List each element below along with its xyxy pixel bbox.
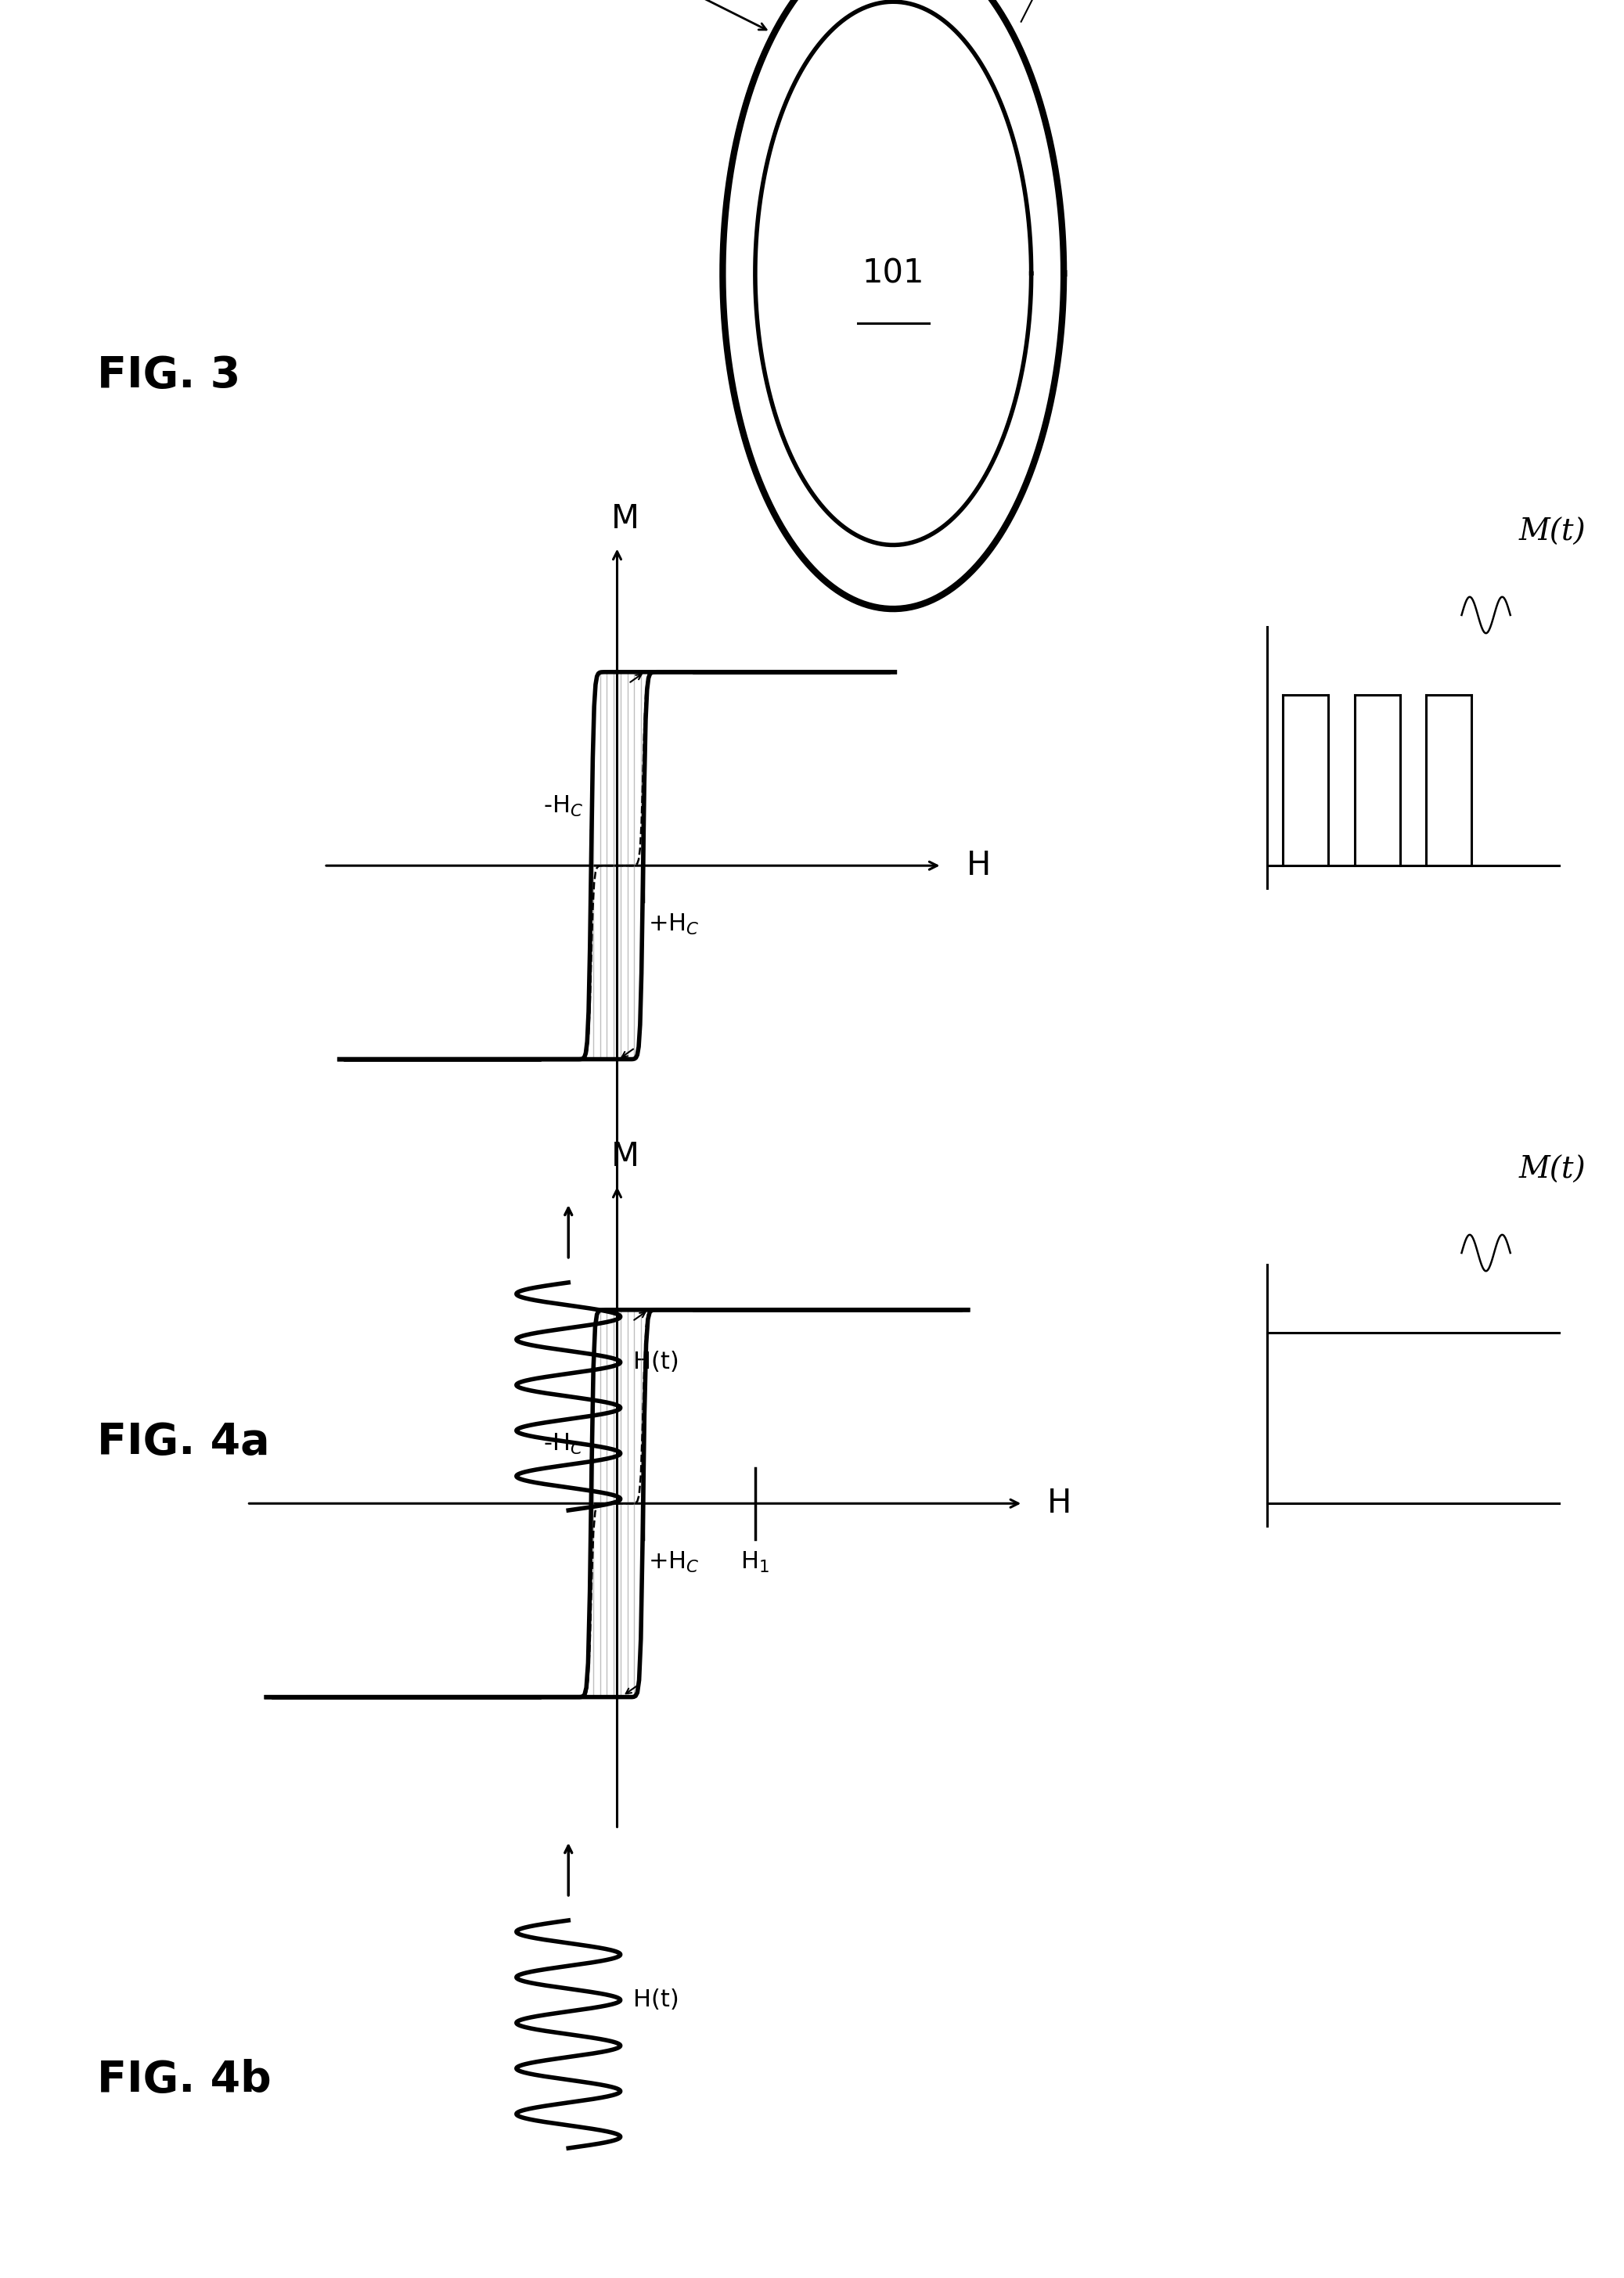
Text: -H$_C$: -H$_C$ — [542, 1433, 583, 1456]
Text: H(t): H(t) — [633, 1351, 679, 1374]
Text: FIG. 3: FIG. 3 — [97, 355, 240, 396]
Text: H$_1$: H$_1$ — [741, 1551, 770, 1574]
Text: H(t): H(t) — [633, 1989, 679, 2011]
Text: H: H — [966, 850, 991, 882]
Text: M(t): M(t) — [1518, 517, 1585, 547]
Text: FIG. 4b: FIG. 4b — [97, 2059, 271, 2100]
Text: FIG. 4a: FIG. 4a — [97, 1421, 270, 1462]
Text: +H$_C$: +H$_C$ — [648, 913, 700, 936]
Text: +H$_C$: +H$_C$ — [648, 1551, 700, 1574]
Text: 101: 101 — [862, 257, 924, 289]
Text: H: H — [1047, 1488, 1072, 1519]
Text: M: M — [611, 503, 640, 535]
Text: M(t): M(t) — [1518, 1155, 1585, 1185]
Text: -H$_C$: -H$_C$ — [542, 795, 583, 818]
Text: M: M — [611, 1141, 640, 1173]
